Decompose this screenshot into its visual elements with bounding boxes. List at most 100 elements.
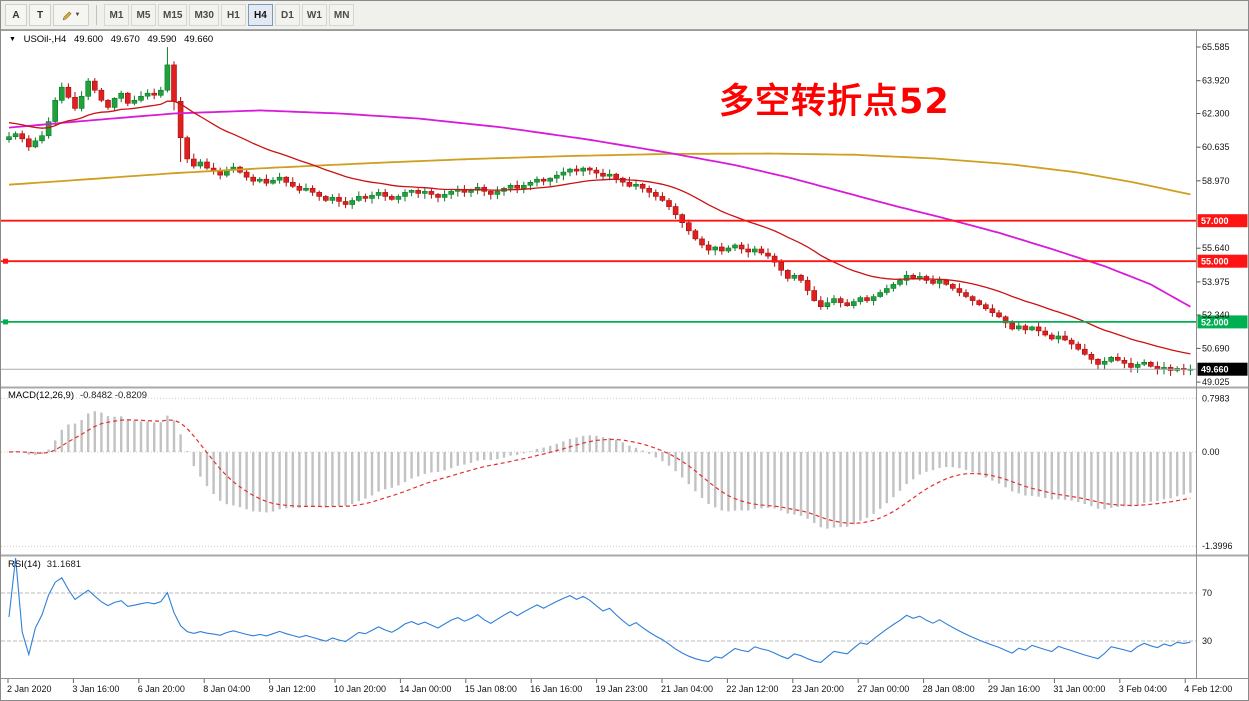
candle [784, 269, 791, 279]
candle [1055, 335, 1062, 340]
x-axis-label: 8 Jan 04:00 [203, 684, 250, 694]
candle [256, 178, 263, 182]
candle [92, 80, 98, 91]
candle [250, 176, 256, 182]
timeframe-button-m5[interactable]: M5 [131, 4, 156, 26]
toolbar-separator [96, 5, 97, 25]
candle [151, 92, 157, 96]
candle [349, 200, 356, 205]
y-axis-label: 65.585 [1202, 42, 1230, 52]
candle [996, 312, 1002, 318]
macd-values: -0.8482 -0.8209 [80, 390, 148, 401]
candle [408, 190, 415, 193]
candle [560, 171, 567, 176]
candle [725, 247, 732, 252]
candle [1095, 358, 1101, 365]
candle [362, 196, 369, 199]
candle [718, 246, 725, 252]
collapse-triangle-icon[interactable]: ▼ [9, 36, 16, 43]
timeframe-button-w1[interactable]: W1 [301, 4, 327, 26]
candle [646, 188, 653, 193]
price-line-badge-text: 57.000 [1201, 216, 1229, 226]
candle [72, 97, 78, 109]
candle [910, 274, 917, 279]
candle [435, 194, 441, 198]
candle [936, 280, 943, 284]
x-axis-label: 15 Jan 08:00 [465, 684, 517, 694]
candle [283, 176, 290, 183]
candle [355, 196, 362, 201]
candle [527, 182, 534, 186]
candle [1062, 335, 1068, 341]
candle [322, 196, 329, 201]
candle [1075, 343, 1081, 350]
symbol-ohlc-header: ▼ USOil-,H4 49.600 49.670 49.590 49.660 [9, 34, 218, 45]
price-line-badge [1197, 315, 1248, 329]
line-handle[interactable] [3, 319, 8, 325]
timeframe-button-mn[interactable]: MN [328, 4, 355, 26]
price-line-badge-text: 52.000 [1201, 317, 1229, 327]
candle [296, 186, 303, 191]
x-axis-label: 19 Jan 23:00 [596, 684, 648, 694]
candle [270, 179, 276, 184]
timeframe-button-d1[interactable]: D1 [274, 4, 300, 26]
candle [1108, 356, 1114, 362]
candle [949, 284, 956, 289]
candle [956, 288, 963, 293]
candle [1101, 360, 1108, 365]
candle [514, 185, 521, 189]
x-axis-label: 23 Jan 20:00 [792, 684, 844, 694]
candle [85, 80, 91, 97]
candle [45, 121, 52, 137]
low-value: 49.590 [147, 34, 177, 45]
candle [982, 304, 989, 310]
candle [1088, 353, 1095, 360]
candle [1068, 339, 1075, 345]
candle [111, 98, 118, 108]
candle [58, 86, 65, 101]
candle [633, 184, 639, 187]
y-axis-label: 62.300 [1202, 108, 1230, 118]
candle [857, 297, 864, 302]
timeframe-button-m1[interactable]: M1 [104, 4, 129, 26]
macd-axis-label: 0.7983 [1202, 393, 1230, 403]
candle [105, 100, 111, 108]
candle [553, 174, 560, 179]
x-axis-label: 3 Jan 16:00 [72, 684, 119, 694]
time-axis[interactable] [7, 679, 1186, 683]
line-handle[interactable] [3, 258, 8, 264]
candle [771, 255, 778, 263]
candle [487, 191, 494, 195]
candle [342, 201, 349, 205]
candle [652, 192, 659, 197]
x-axis-label: 21 Jan 04:00 [661, 684, 713, 694]
timeframe-button-m30[interactable]: M30 [189, 4, 219, 26]
candle [289, 182, 296, 187]
candle [817, 300, 824, 308]
candle [534, 178, 540, 183]
text-tool-button[interactable]: T [29, 4, 51, 26]
x-axis-label: 28 Jan 08:00 [923, 684, 975, 694]
candle [751, 248, 758, 253]
x-axis-label: 4 Feb 12:00 [1184, 684, 1232, 694]
candle [329, 197, 336, 201]
price-axis[interactable] [1196, 46, 1248, 383]
arrow-tool-button[interactable]: A [5, 4, 27, 26]
candle [1082, 348, 1088, 355]
candle [388, 196, 395, 200]
rsi-value: 31.1681 [46, 559, 82, 570]
candle [844, 302, 851, 307]
draw-tool-dropdown[interactable]: ▼ [53, 4, 89, 26]
candle [494, 191, 501, 195]
timeframe-button-h4[interactable]: H4 [247, 4, 273, 26]
candle [1148, 361, 1154, 367]
candle [507, 185, 514, 189]
candle [428, 191, 435, 195]
timeframe-button-h1[interactable]: H1 [220, 4, 246, 26]
timeframe-button-m15[interactable]: M15 [158, 4, 188, 26]
y-axis-label: 53.975 [1202, 277, 1230, 287]
candle [811, 290, 818, 301]
macd-axis-label: -1.3996 [1202, 541, 1233, 551]
x-axis-label: 10 Jan 20:00 [334, 684, 386, 694]
